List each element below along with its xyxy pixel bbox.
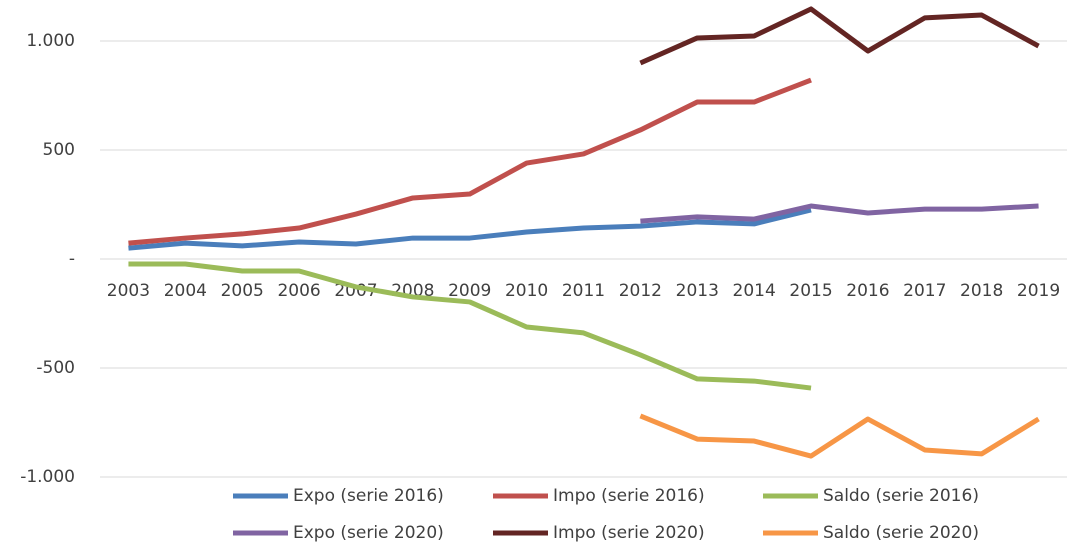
y-tick-label: -1.000: [20, 467, 75, 487]
legend-label: Impo (serie 2016): [553, 486, 705, 506]
x-tick-label: 2011: [562, 281, 605, 301]
y-tick-label: 1.000: [26, 31, 75, 51]
x-tick-label: 2003: [107, 281, 150, 301]
x-tick-label: 2013: [676, 281, 719, 301]
series-line: [639, 413, 1040, 459]
x-tick-label: 2010: [505, 281, 548, 301]
x-tick-label: 2016: [846, 281, 889, 301]
legend-label: Expo (serie 2016): [293, 486, 444, 506]
legend-label: Impo (serie 2020): [553, 523, 705, 543]
x-tick-label: 2014: [733, 281, 776, 301]
x-tick-label: 2005: [221, 281, 264, 301]
x-tick-label: 2006: [277, 281, 320, 301]
x-tick-label: 2015: [789, 281, 832, 301]
series-line: [128, 261, 812, 391]
series-line: [128, 77, 812, 246]
x-tick-label: 2019: [1017, 281, 1060, 301]
x-tick-label: 2012: [619, 281, 662, 301]
x-tick-label: 2004: [164, 281, 207, 301]
x-tick-label: 2009: [448, 281, 491, 301]
legend-label: Saldo (serie 2016): [823, 486, 979, 506]
series-line: [639, 6, 1040, 66]
legend-label: Expo (serie 2020): [293, 523, 444, 543]
y-tick-label: -: [69, 249, 75, 269]
x-tick-label: 2018: [960, 281, 1003, 301]
legend-label: Saldo (serie 2020): [823, 523, 979, 543]
series-line: [128, 207, 812, 251]
series-line: [640, 203, 1039, 224]
y-tick-label: -500: [36, 358, 75, 378]
y-tick-label: 500: [43, 140, 75, 160]
x-tick-label: 2017: [903, 281, 946, 301]
